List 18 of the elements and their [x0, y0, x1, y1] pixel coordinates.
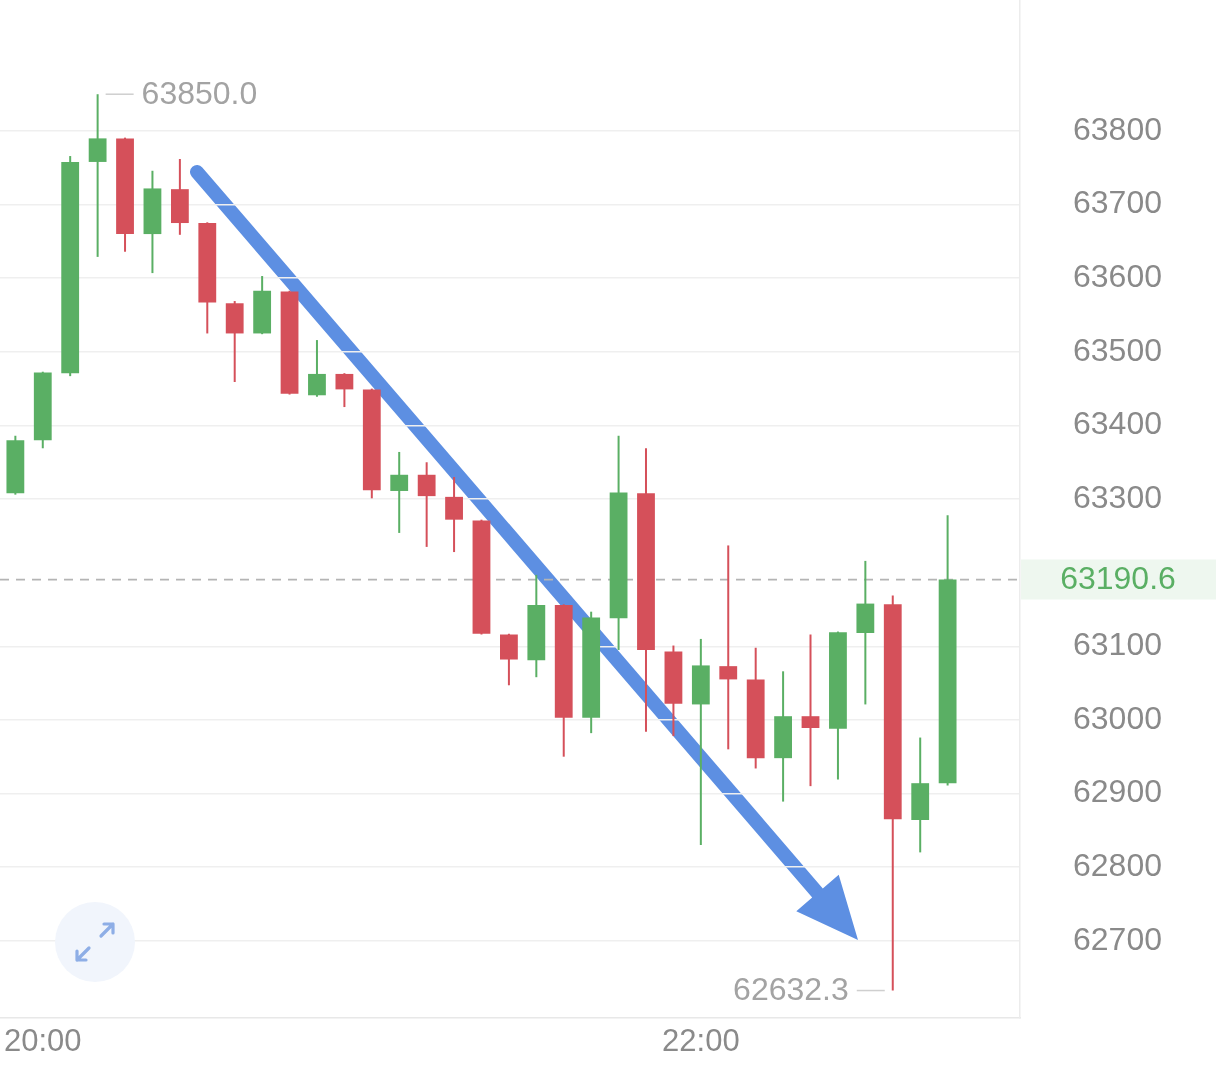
y-tick-label: 62700 — [1073, 920, 1162, 957]
x-tick-label: 20:00 — [3, 1023, 82, 1059]
annotation: 62632.3 — [733, 971, 849, 1008]
candlestick — [719, 545, 738, 750]
y-tick-label: 63300 — [1073, 478, 1162, 515]
annotation: 63850.0 — [141, 75, 258, 112]
y-tick-label: 62900 — [1073, 773, 1162, 810]
candlestick — [801, 634, 820, 787]
y-tick-label: 63700 — [1073, 184, 1162, 221]
y-tick-label: 63100 — [1073, 626, 1162, 663]
x-tick-label: 22:00 — [662, 1023, 740, 1059]
y-tick-label: 63500 — [1073, 331, 1162, 368]
ref-line-label: 63190.6 — [1060, 560, 1176, 597]
y-tick-label: 63800 — [1073, 110, 1162, 147]
y-tick-label: 63600 — [1073, 258, 1162, 295]
y-tick-label: 63000 — [1073, 699, 1162, 736]
y-tick-label: 62800 — [1073, 846, 1162, 883]
y-tick-label: 63400 — [1073, 405, 1162, 442]
